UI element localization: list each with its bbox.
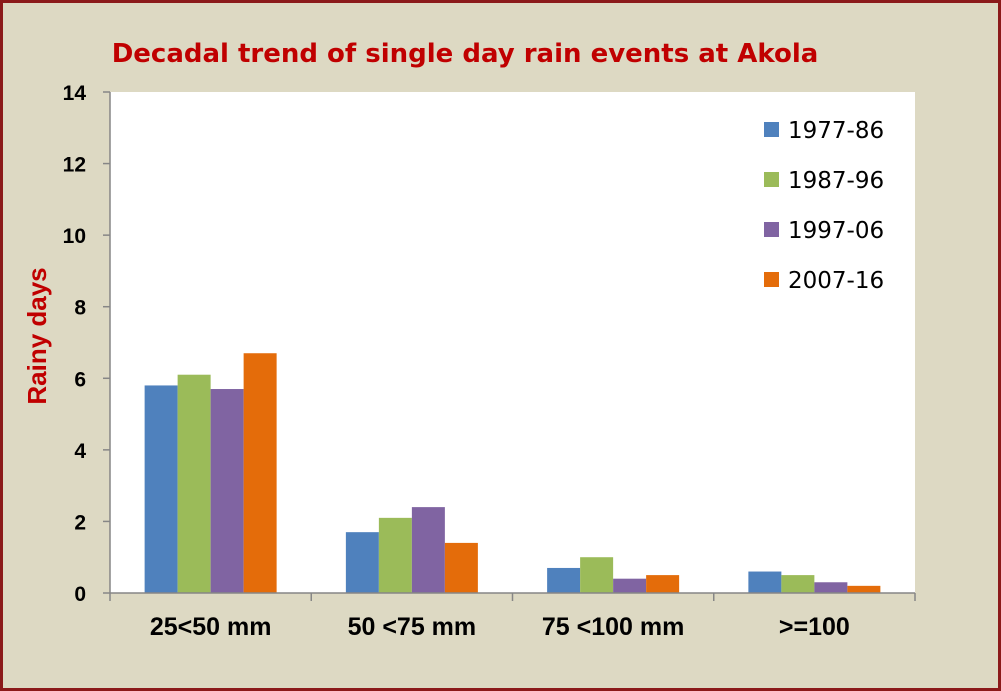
y-axis-label: Rainy days: [22, 267, 52, 404]
legend-swatch: [764, 172, 779, 187]
bar-1997-06-3: [814, 582, 848, 593]
y-tick-label: 12: [63, 154, 86, 177]
bar-1977-86-3: [748, 571, 782, 593]
x-tick-label: 50 <75 mm: [348, 613, 477, 641]
bar-1977-86-2: [547, 567, 581, 593]
bar-1977-86-0: [144, 385, 178, 593]
y-tick-label: 8: [74, 297, 86, 320]
legend-label: 2007-16: [788, 268, 884, 294]
legend-swatch: [764, 222, 779, 237]
y-tick-label: 14: [63, 82, 87, 105]
x-tick-label: 75 <100 mm: [542, 613, 684, 641]
bar-2007-16-1: [444, 542, 478, 593]
legend-label: 1997-06: [788, 218, 884, 244]
bar-1987-96-0: [177, 374, 211, 593]
bar-2007-16-2: [646, 575, 680, 593]
legend-swatch: [764, 122, 779, 137]
bar-2007-16-0: [243, 353, 277, 593]
bar-1997-06-0: [210, 389, 244, 593]
bar-1987-96-1: [378, 517, 412, 593]
legend-label: 1987-96: [788, 168, 884, 194]
bar-1987-96-3: [781, 575, 815, 593]
x-tick-label: 25<50 mm: [150, 613, 272, 641]
bar-1977-86-1: [345, 532, 379, 593]
y-tick-label: 2: [74, 511, 86, 534]
legend-label: 1977-86: [788, 118, 884, 144]
bar-1997-06-2: [613, 578, 647, 593]
chart-title: Decadal trend of single day rain events …: [112, 39, 819, 69]
y-tick-label: 6: [74, 368, 86, 391]
legend-swatch: [764, 272, 779, 287]
y-tick-label: 4: [74, 440, 86, 463]
y-tick-label: 0: [74, 583, 86, 606]
y-tick-label: 10: [63, 225, 86, 248]
bar-1997-06-1: [411, 507, 445, 593]
bar-2007-16-3: [847, 585, 881, 593]
x-tick-label: >=100: [779, 613, 850, 641]
bar-1987-96-2: [580, 557, 614, 593]
